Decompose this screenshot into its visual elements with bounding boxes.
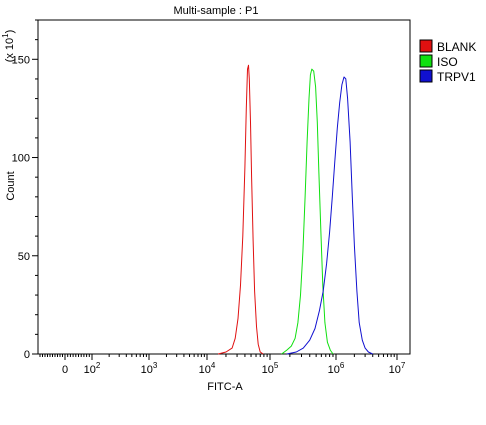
x-tick-base: 10: [84, 364, 96, 376]
x-tick-exponent: 7: [401, 361, 406, 370]
legend-swatch-blank: [419, 39, 433, 53]
x-tick-base: 10: [141, 364, 153, 376]
x-tick-base: 0: [62, 364, 68, 376]
plot-frame: [37, 19, 411, 355]
legend-label-iso: ISO: [437, 55, 458, 69]
legend-label-trpv1: TRPV1: [437, 70, 476, 84]
x-tick-exponent: 2: [96, 361, 101, 370]
legend-swatch-trpv1: [419, 69, 433, 83]
x-tick-base: 10: [328, 364, 340, 376]
x-tick-base: 10: [389, 364, 401, 376]
y-multiplier-close: ): [4, 30, 16, 34]
x-tick-exponent: 4: [211, 361, 216, 370]
y-tick-label: 0: [24, 349, 30, 361]
y-multiplier-text: (x 10: [4, 38, 16, 62]
x-tick-label: 107: [389, 361, 406, 376]
x-tick-label: 0: [62, 364, 68, 376]
series-layer: [217, 64, 373, 355]
y-axis-title: Count: [5, 171, 17, 200]
x-axis-title: FITC-A: [207, 381, 243, 393]
y-tick-label: 150: [12, 54, 30, 66]
series-line-iso: [281, 68, 334, 355]
x-tick-exponent: 3: [153, 361, 158, 370]
x-tick-label: 103: [141, 361, 158, 376]
svg-text:(x 101): (x 101): [1, 30, 16, 63]
x-tick-base: 10: [199, 364, 211, 376]
y-multiplier-label: (x 101): [1, 30, 16, 63]
x-tick-label: 104: [199, 361, 216, 376]
x-tick-label: 105: [262, 361, 279, 376]
x-tick-label: 102: [84, 361, 101, 376]
chart-title: Multi-sample : P1: [174, 5, 259, 17]
legend-swatch-iso: [419, 54, 433, 68]
x-tick-label: 106: [328, 361, 345, 376]
x-tick-base: 10: [262, 364, 274, 376]
y-tick-label: 50: [18, 251, 30, 263]
x-tick-exponent: 5: [274, 361, 279, 370]
y-multiplier-exponent: 1: [1, 33, 10, 38]
legend-label-blank: BLANK: [437, 40, 476, 54]
x-axis: 0 102 103 104 105 106 107: [39, 354, 406, 376]
y-axis: 0 50 100 150: [12, 19, 38, 361]
y-tick-label: 100: [12, 153, 30, 165]
series-line-trpv1: [286, 76, 373, 355]
x-tick-exponent: 6: [340, 361, 345, 370]
series-line-blank: [217, 64, 264, 355]
